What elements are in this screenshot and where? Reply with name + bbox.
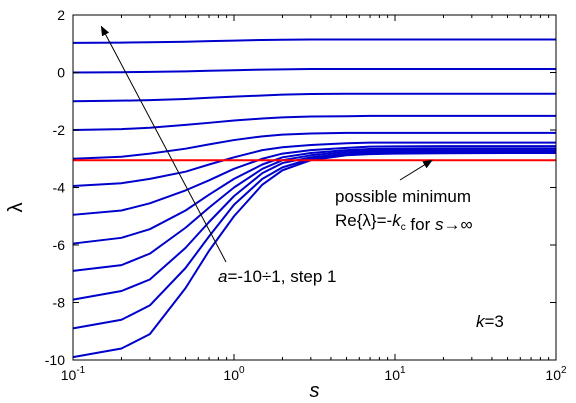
x-tick-label: 10-1	[61, 365, 86, 383]
y-tick-label: 0	[57, 65, 65, 81]
series-line-9	[72, 114, 556, 131]
y-axis-label: λ	[5, 203, 27, 213]
k-label: k=3	[476, 312, 504, 331]
series-line-7	[72, 141, 556, 188]
minimum-arrow	[399, 159, 433, 181]
series-line-2	[72, 151, 556, 330]
series-line-5	[72, 147, 556, 245]
series-line-4	[72, 149, 556, 272]
y-tick-label: -4	[53, 180, 66, 196]
family-arrow	[100, 25, 227, 263]
x-axis-label: s	[310, 380, 320, 402]
x-ticks: 10-1 100 101 102	[61, 15, 567, 383]
minimum-label-line2: Re{λ}=-kc for s→∞	[335, 211, 473, 234]
x-tick-label: 102	[545, 365, 567, 383]
y-tick-label: -8	[53, 295, 66, 311]
series-line-10	[72, 92, 556, 103]
y-ticks: -10 -8 -6 -4 -2 0 2	[45, 7, 556, 368]
y-tick-label: -10	[45, 352, 65, 368]
series-line-12	[72, 38, 556, 44]
series-line-3	[72, 150, 556, 301]
annotations: a=-10÷1, step 1 possible minimum Re{λ}=-kc…	[100, 25, 504, 331]
series-line-8	[72, 131, 556, 160]
minimum-label-line1: possible minimum	[335, 187, 471, 206]
series-line-6	[72, 145, 556, 216]
x-tick-label: 100	[223, 365, 245, 383]
y-tick-label: -2	[53, 122, 66, 138]
x-tick-label: 101	[384, 365, 406, 383]
family-label: a=-10÷1, step 1	[218, 267, 337, 286]
y-tick-label: 2	[57, 7, 65, 23]
y-tick-label: -6	[53, 237, 66, 253]
series-layer	[72, 38, 556, 359]
series-line-11	[72, 68, 556, 74]
